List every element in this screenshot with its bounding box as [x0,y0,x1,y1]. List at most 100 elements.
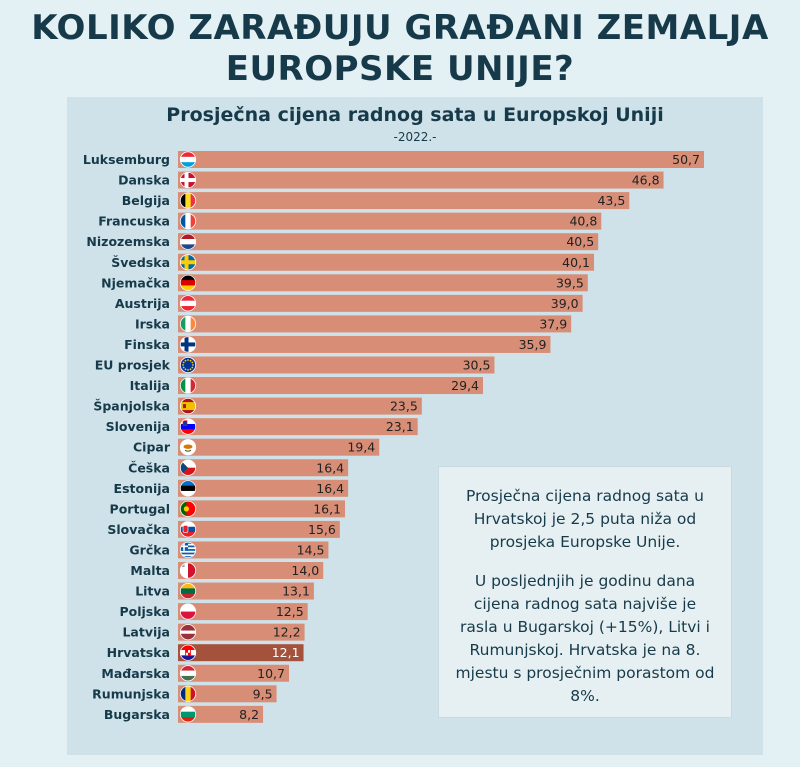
bar [178,541,329,559]
bar [178,520,340,538]
flag-se-icon [180,254,196,271]
flag-fr-icon [180,213,196,230]
category-label: Grčka [129,542,170,557]
category-label: Estonija [114,481,170,496]
category-label: Slovenija [106,419,170,434]
flag-outline [179,192,197,209]
flag-outline [179,439,197,456]
category-label: Austrija [115,296,170,311]
flag-outline [179,644,197,661]
flag-lu-icon [180,151,196,168]
value-label: 40,8 [569,214,597,229]
value-label: 40,1 [562,255,590,270]
flag-outline [179,418,197,435]
flag-outline [179,356,197,374]
bar [178,397,422,415]
category-label: Bugarska [104,707,170,722]
flag-eu-icon [180,357,196,373]
bar [178,253,595,271]
flag-hr-icon [180,644,196,661]
flag-ie-icon [180,315,196,332]
flag-outline [179,480,197,497]
flag-lv-icon [180,624,196,641]
category-label: Malta [130,563,170,578]
bar [178,151,704,168]
value-label: 46,8 [632,173,660,188]
flag-at-icon [180,295,196,312]
value-label: 30,5 [463,358,491,373]
category-label: Luksemburg [83,152,170,167]
bar [178,664,290,682]
category-label: Mađarska [101,666,170,681]
flag-pl-icon [180,603,196,620]
category-label: Poljska [119,604,170,619]
flag-lt-icon [180,583,196,600]
bar [178,459,349,477]
bar [178,315,572,333]
info-box: Prosječna cijena radnog sata u Hrvatskoj… [438,466,732,718]
flag-outline [179,685,197,702]
bar [178,335,551,353]
value-label: 8,2 [239,707,259,722]
category-label: Španjolska [93,399,170,414]
value-label: 19,4 [347,440,375,455]
category-label: Belgija [122,193,170,208]
flag-outline [179,603,197,620]
flag-outline [179,315,197,332]
flag-si-icon [180,418,196,435]
category-label: Litva [135,584,170,599]
value-label: 39,0 [551,296,579,311]
bar [178,233,599,251]
value-label: 39,5 [556,275,584,290]
flag-outline [179,459,197,476]
headline-line-2: EUROPSKE UNIJE? [225,49,575,89]
value-label: 35,9 [519,337,547,352]
flag-outline [179,397,197,415]
bar [178,171,664,189]
flag-outline [179,521,197,538]
flag-ro-icon [180,685,196,702]
category-label: Danska [118,173,170,188]
value-label: 14,0 [291,563,319,578]
category-label: Nizozemska [86,234,170,249]
flag-outline [179,233,197,250]
value-label: 13,1 [282,584,310,599]
flag-cy-icon [180,439,196,456]
value-label: 43,5 [597,193,625,208]
bar [178,479,349,497]
flag-be-icon [180,192,196,209]
flag-mt-icon [180,562,196,579]
flag-sk-icon [180,521,196,538]
bar [178,192,630,210]
flag-gr-icon [180,541,196,558]
category-label: Hrvatska [107,645,170,660]
value-label: 15,6 [308,522,336,537]
bar [178,356,495,374]
value-label: 14,5 [297,542,325,557]
category-label: Slovačka [107,522,170,537]
value-label: 29,4 [451,378,479,393]
flag-outline [179,562,197,579]
value-label: 40,5 [566,234,594,249]
headline: KOLIKO ZARAĐUJU GRAĐANI ZEMALJA EUROPSKE… [0,8,800,90]
flag-outline [179,171,197,189]
bar [178,212,602,230]
value-label: 9,5 [253,686,273,701]
value-label: 23,5 [390,399,418,414]
category-label: EU prosjek [95,358,171,373]
flag-outline [179,254,197,271]
flag-outline [179,295,197,312]
bar [178,438,380,456]
bar [178,603,308,621]
flag-outline [179,624,197,641]
flag-de-icon [180,274,196,291]
value-label: 12,2 [273,625,301,640]
category-label: Češka [128,460,170,475]
bar [178,623,305,641]
flag-ee-icon [180,480,196,497]
value-label: 50,7 [672,152,700,167]
bar [178,377,484,395]
flag-dk-icon [180,172,196,189]
category-label: Cipar [133,440,171,455]
